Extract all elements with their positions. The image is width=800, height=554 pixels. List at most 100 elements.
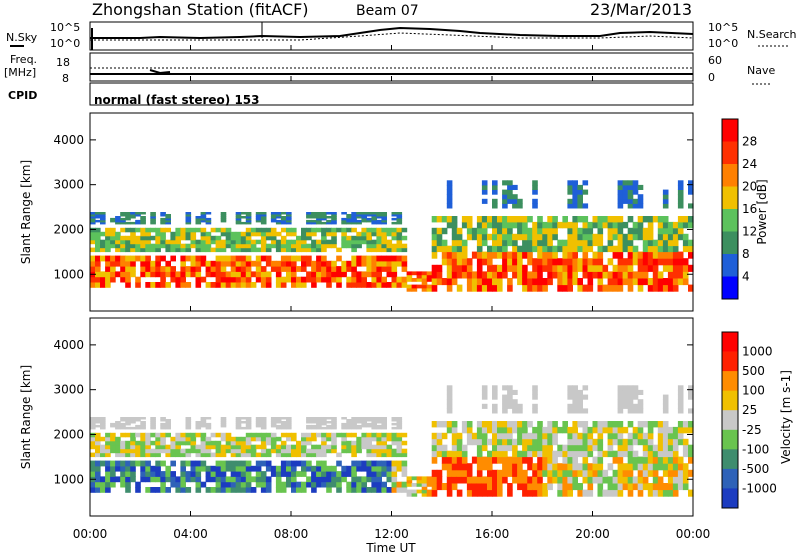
heatmap-cell [627, 251, 634, 259]
heatmap-cell [125, 239, 131, 245]
heatmap-cell [170, 243, 176, 249]
heatmap-cell [356, 260, 362, 267]
heatmap-cell [662, 399, 669, 405]
heatmap-cell [577, 284, 583, 292]
heatmap-cell [502, 463, 508, 471]
heatmap-cell [205, 426, 212, 430]
heatmap-cell [497, 421, 503, 428]
heatmap-cell [225, 282, 232, 288]
heatmap-cell [190, 436, 197, 442]
heatmap-cell [476, 489, 483, 497]
heatmap-cell [582, 264, 589, 272]
heatmap-cell [301, 448, 307, 454]
heatmap-cell [597, 251, 604, 259]
heatmap-cell [351, 266, 357, 272]
heatmap-cell [291, 448, 297, 454]
heatmap-cell [617, 463, 624, 471]
heatmap-cell [376, 452, 382, 458]
heatmap-cell [200, 255, 207, 262]
heatmap-cell [456, 233, 463, 241]
heatmap-cell [492, 483, 498, 491]
heatmap-cell [622, 258, 629, 266]
heatmap-cell [527, 476, 533, 484]
heatmap-cell [235, 276, 242, 283]
heatmap-cell [411, 476, 418, 481]
heatmap-cell [371, 243, 377, 249]
heatmap-cell [572, 456, 578, 464]
heatmap-cell [421, 271, 428, 276]
heatmap-cell [481, 394, 488, 400]
heatmap-cell [587, 426, 594, 434]
heatmap-cell [376, 481, 382, 488]
heatmap-cell [115, 452, 121, 458]
heatmap-cell [311, 276, 317, 283]
heatmap-cell [105, 227, 111, 233]
heatmap-cell [291, 465, 297, 472]
heatmap-cell [542, 221, 548, 229]
heatmap-cell [160, 471, 166, 477]
heatmap-cell [125, 214, 131, 217]
heatmap-cell [411, 287, 418, 292]
heatmap-cell [492, 227, 498, 235]
heatmap-cell [662, 284, 669, 292]
heatmap-cell [466, 264, 473, 272]
heatmap-cell [346, 421, 352, 424]
heatmap-cell [471, 438, 478, 446]
heatmap-cell [502, 456, 508, 464]
heatmap-cell [416, 278, 423, 282]
heatmap-cell [270, 260, 277, 267]
heatmap-cell [527, 444, 533, 452]
heatmap-cell [421, 278, 428, 282]
heatmap-cell [592, 444, 599, 452]
heatmap-cell [105, 444, 111, 450]
heatmap-cell [522, 476, 528, 484]
heatmap-cell [682, 239, 689, 247]
heatmap-cell [637, 399, 644, 405]
heatmap-cell [296, 481, 302, 488]
heatmap-cell [617, 216, 624, 223]
heatmap-cell [115, 465, 121, 472]
heatmap-cell [286, 276, 292, 283]
heatmap-cell [356, 476, 362, 483]
heatmap-cell [657, 258, 664, 266]
heatmap-cell [381, 417, 387, 420]
heatmap-cell [351, 424, 357, 428]
heatmap-cell [175, 452, 181, 458]
heatmap-cell [275, 221, 282, 225]
heatmap-cell [366, 432, 372, 438]
heatmap-cell [331, 219, 337, 223]
heatmap-cell [677, 432, 684, 440]
heatmap-cell [647, 456, 654, 464]
heatmap-cell [642, 444, 649, 452]
heatmap-cell [617, 469, 624, 477]
heatmap-cell [140, 219, 146, 223]
heatmap-cell [100, 282, 106, 288]
heatmap-cell [185, 421, 192, 424]
heatmap-cell [321, 465, 327, 472]
heatmap-cell [632, 203, 639, 209]
heatmap-cell [190, 227, 197, 233]
heatmap-cell [667, 258, 674, 266]
heatmap-cell [446, 408, 453, 414]
heatmap-cell [391, 448, 398, 454]
heatmap-cell [677, 476, 684, 484]
heatmap-cell [617, 198, 624, 204]
heatmap-cell [688, 426, 694, 434]
heatmap-cell [175, 440, 181, 446]
heatmap-cell [210, 239, 217, 245]
heatmap-cell [120, 221, 126, 225]
heatmap-cell [135, 255, 141, 262]
heatmap-cell [662, 456, 669, 464]
heatmap-cell [140, 422, 146, 426]
heatmap-cell [627, 198, 634, 204]
heatmap-cell [165, 487, 171, 493]
heatmap-cell [200, 440, 207, 446]
heatmap-cell [180, 235, 186, 241]
heatmap-cell [326, 476, 332, 483]
heatmap-cell [597, 463, 604, 471]
heatmap-cell [612, 426, 619, 434]
heatmap-cell [220, 219, 227, 223]
heatmap-cell [622, 444, 629, 452]
heatmap-cell [461, 239, 468, 247]
heatmap-cell [155, 465, 161, 472]
